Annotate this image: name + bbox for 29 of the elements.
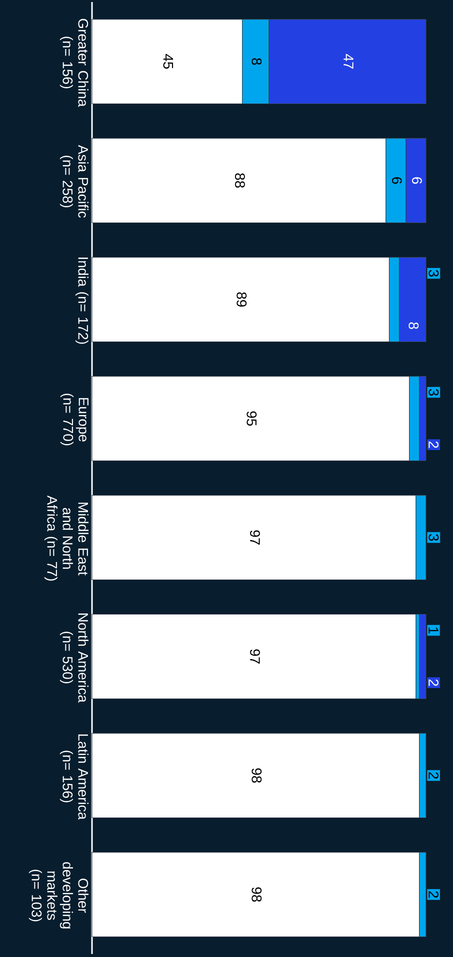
y-tick-label: Latin America (n= 156): [60, 734, 88, 820]
data-label: 88: [235, 173, 245, 188]
y-tick-label: Europe (n= 770): [60, 394, 88, 446]
y-tick-label: North America (n= 530): [60, 614, 88, 703]
data-label: 98: [252, 887, 262, 902]
data-label: 98: [252, 768, 262, 783]
data-label: 3: [428, 270, 439, 277]
data-label: 89: [236, 292, 247, 307]
data-label: 3: [428, 388, 439, 396]
data-label: 1: [428, 627, 438, 634]
data-label: 8: [252, 58, 262, 65]
data-label: 47: [344, 54, 354, 69]
data-label: 2: [428, 891, 438, 898]
y-tick-label: India (n= 172): [75, 258, 88, 344]
data-label: 2: [428, 441, 438, 448]
data-label: 97: [250, 530, 260, 545]
y-tick-label: Other developing markets (n= 103): [28, 862, 88, 928]
data-label: 3: [428, 534, 439, 541]
data-label: 45: [163, 54, 174, 69]
data-label: 2: [428, 679, 438, 686]
data-label: 97: [250, 649, 260, 664]
data-label: 95: [246, 411, 257, 426]
data-label: 8: [408, 322, 419, 329]
y-tick-label: Greater China (n= 156): [60, 18, 88, 107]
data-label: 6: [392, 177, 402, 184]
data-label: 6: [412, 177, 422, 184]
data-label: 2: [428, 772, 438, 779]
y-tick-label: Asia Pacific (n= 258): [60, 144, 88, 218]
y-tick-label: Middle East and North Africa (n= 77): [44, 496, 88, 581]
